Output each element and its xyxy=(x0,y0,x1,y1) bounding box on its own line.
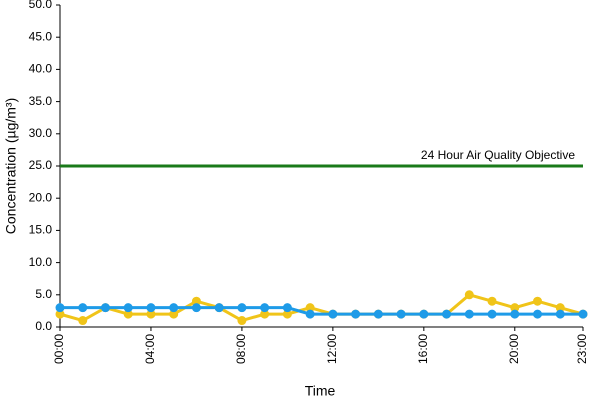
y-tick-label: 15.0 xyxy=(29,223,53,237)
x-tick-label: 20:00 xyxy=(507,334,521,364)
data-point xyxy=(396,309,406,319)
data-point xyxy=(169,303,179,313)
data-point xyxy=(78,303,88,313)
x-tick-label: 08:00 xyxy=(234,334,248,364)
y-tick-label: 35.0 xyxy=(29,94,53,108)
y-tick-label: 0.0 xyxy=(35,319,52,333)
data-point xyxy=(533,309,543,319)
data-point xyxy=(464,309,474,319)
y-axis-title: Concentration (µg/m³) xyxy=(3,98,19,234)
data-point xyxy=(487,309,497,319)
data-point xyxy=(146,303,156,313)
data-point xyxy=(305,309,315,319)
x-tick-label: 16:00 xyxy=(416,334,430,364)
x-tick-label: 12:00 xyxy=(325,334,339,364)
data-point xyxy=(78,316,88,326)
data-point xyxy=(100,303,110,313)
data-point xyxy=(123,303,133,313)
data-point xyxy=(510,309,520,319)
y-tick-label: 50.0 xyxy=(29,0,53,11)
data-point xyxy=(214,303,224,313)
y-tick-label: 25.0 xyxy=(29,158,53,172)
data-point xyxy=(555,309,565,319)
data-point xyxy=(351,309,361,319)
data-point xyxy=(464,290,474,300)
data-point xyxy=(237,316,247,326)
data-point xyxy=(282,303,292,313)
data-point xyxy=(191,303,201,313)
data-point xyxy=(55,303,65,313)
data-point xyxy=(442,309,452,319)
data-point xyxy=(260,303,270,313)
series-label: 24 Hour Air Quality Objective xyxy=(421,148,575,162)
y-tick-label: 40.0 xyxy=(29,62,53,76)
data-point xyxy=(487,296,497,306)
data-point xyxy=(578,309,588,319)
data-point xyxy=(373,309,383,319)
x-axis-title: Time xyxy=(305,383,336,399)
y-tick-label: 20.0 xyxy=(29,190,53,204)
data-point xyxy=(533,296,543,306)
y-tick-label: 30.0 xyxy=(29,126,53,140)
x-tick-label: 04:00 xyxy=(143,334,157,364)
data-point xyxy=(237,303,247,313)
x-tick-label: 00:00 xyxy=(52,334,66,364)
data-point xyxy=(328,309,338,319)
x-tick-label: 23:00 xyxy=(575,334,589,364)
data-point xyxy=(419,309,429,319)
y-tick-label: 10.0 xyxy=(29,255,53,269)
y-tick-label: 45.0 xyxy=(29,29,53,43)
y-tick-label: 5.0 xyxy=(35,287,52,301)
